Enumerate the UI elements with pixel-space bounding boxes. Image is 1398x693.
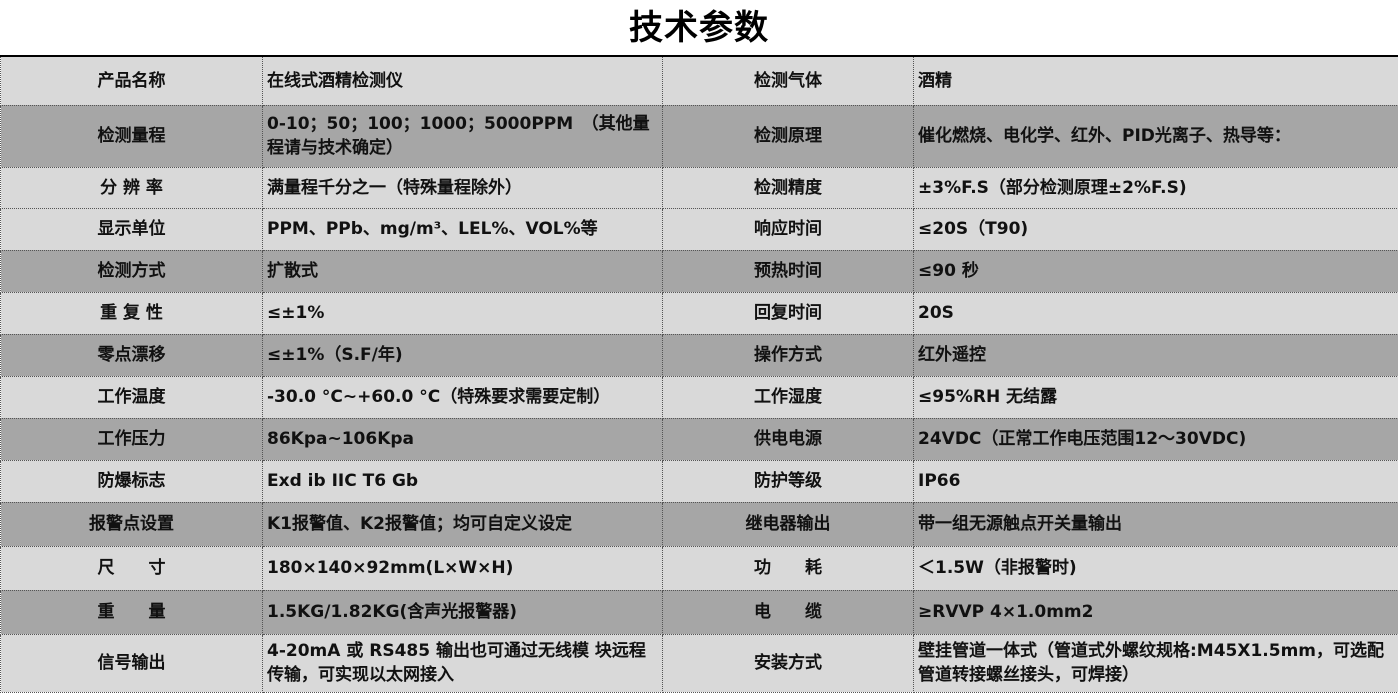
spec-value: 86Kpa~106Kpa [263, 418, 663, 460]
spec-value: 20S [914, 292, 1398, 334]
table-row: 零点漂移≤±1%（S.F/年)操作方式红外遥控 [1, 334, 1398, 376]
table-row: 工作温度-30.0 °C~+60.0 °C（特殊要求需要定制）工作湿度≤95%R… [1, 376, 1398, 418]
spec-label: 功 耗 [663, 546, 914, 590]
spec-label: 电 缆 [663, 590, 914, 634]
spec-value: 红外遥控 [914, 334, 1398, 376]
spec-value: ≤95%RH 无结露 [914, 376, 1398, 418]
spec-label: 工作湿度 [663, 376, 914, 418]
spec-label: 检测精度 [663, 167, 914, 208]
spec-label: 供电电源 [663, 418, 914, 460]
table-row: 检测方式扩散式预热时间≤90 秒 [1, 250, 1398, 292]
spec-label: 产品名称 [1, 56, 263, 105]
spec-value: 满量程千分之一（特殊量程除外） [263, 167, 663, 208]
spec-label: 信号输出 [1, 634, 263, 692]
spec-value: 180×140×92mm(L×W×H) [263, 546, 663, 590]
spec-value: IP66 [914, 460, 1398, 502]
spec-label: 继电器输出 [663, 502, 914, 546]
spec-value: 在线式酒精检测仪 [263, 56, 663, 105]
page-title: 技术参数 [0, 0, 1398, 55]
spec-label: 防护等级 [663, 460, 914, 502]
spec-value: 酒精 [914, 56, 1398, 105]
spec-label: 回复时间 [663, 292, 914, 334]
spec-value: 扩散式 [263, 250, 663, 292]
spec-value: ≤±1% [263, 292, 663, 334]
spec-label: 操作方式 [663, 334, 914, 376]
table-row: 分 辨 率满量程千分之一（特殊量程除外）检测精度±3%F.S（部分检测原理±2%… [1, 167, 1398, 208]
spec-label: 工作压力 [1, 418, 263, 460]
spec-label: 防爆标志 [1, 460, 263, 502]
spec-value: ≥RVVP 4×1.0mm2 [914, 590, 1398, 634]
spec-label: 响应时间 [663, 208, 914, 250]
spec-value: ≤20S（T90) [914, 208, 1398, 250]
spec-value: ±3%F.S（部分检测原理±2%F.S) [914, 167, 1398, 208]
table-row: 产品名称在线式酒精检测仪检测气体酒精 [1, 56, 1398, 105]
spec-value: K1报警值、K2报警值；均可自定义设定 [263, 502, 663, 546]
spec-label: 尺 寸 [1, 546, 263, 590]
spec-value: 4-20mA 或 RS485 输出也可通过无线模 块远程传输，可实现以太网接入 [263, 634, 663, 692]
spec-label: 零点漂移 [1, 334, 263, 376]
spec-label: 检测方式 [1, 250, 263, 292]
spec-value: 24VDC（正常工作电压范围12～30VDC) [914, 418, 1398, 460]
spec-value: 带一组无源触点开关量输出 [914, 502, 1398, 546]
spec-label: 重 复 性 [1, 292, 263, 334]
spec-label: 分 辨 率 [1, 167, 263, 208]
spec-label: 检测原理 [663, 105, 914, 167]
spec-value: ＜1.5W（非报警时) [914, 546, 1398, 590]
spec-label: 重 量 [1, 590, 263, 634]
spec-label: 显示单位 [1, 208, 263, 250]
spec-value: ≤90 秒 [914, 250, 1398, 292]
spec-label: 预热时间 [663, 250, 914, 292]
spec-value: Exd ib IIC T6 Gb [263, 460, 663, 502]
spec-label: 检测气体 [663, 56, 914, 105]
spec-value: ≤±1%（S.F/年) [263, 334, 663, 376]
spec-value: 壁挂管道一体式（管道式外螺纹规格:M45X1.5mm，可选配管道转接螺丝接头，可… [914, 634, 1398, 692]
spec-label: 检测量程 [1, 105, 263, 167]
spec-value: 0-10；50；100；1000；5000PPM （其他量程请与技术确定） [263, 105, 663, 167]
spec-label: 工作温度 [1, 376, 263, 418]
spec-value: 1.5KG/1.82KG(含声光报警器) [263, 590, 663, 634]
spec-value: PPM、PPb、mg/m³、LEL%、VOL%等 [263, 208, 663, 250]
spec-value: -30.0 °C~+60.0 °C（特殊要求需要定制） [263, 376, 663, 418]
spec-value: 催化燃烧、电化学、红外、PID光离子、热导等： [914, 105, 1398, 167]
spec-label: 安装方式 [663, 634, 914, 692]
spec-label: 报警点设置 [1, 502, 263, 546]
